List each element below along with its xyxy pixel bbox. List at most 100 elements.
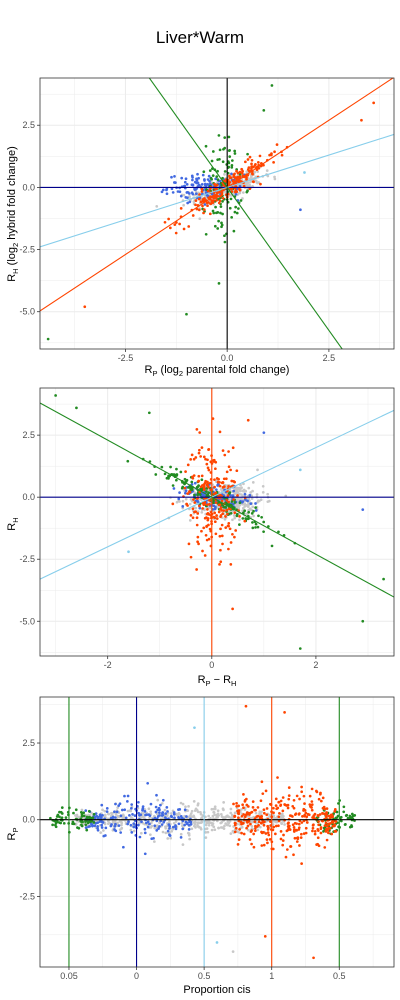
y-tick-label: 2.5 (22, 120, 35, 130)
cis-point (262, 823, 266, 827)
trans-point (157, 806, 161, 810)
cis-point (279, 830, 283, 833)
cis-point (214, 184, 217, 188)
trans-point (170, 187, 174, 191)
opposing-point (169, 465, 172, 469)
conserved-point (180, 821, 184, 825)
conserved-point (207, 814, 211, 818)
cis-point (213, 516, 217, 520)
opposing-point (262, 520, 266, 524)
cis-point (294, 812, 298, 816)
opposing-point (221, 176, 224, 180)
cis-point (206, 503, 209, 507)
cis-point (286, 806, 290, 810)
trans-point (184, 177, 188, 181)
cis-point (297, 822, 301, 826)
cis-point (218, 503, 222, 507)
cis-point (208, 527, 212, 531)
opposing-point (49, 816, 52, 820)
opposing-point (238, 172, 242, 176)
opposing-point (262, 530, 265, 534)
cis-point (234, 821, 237, 825)
opposing-point (175, 478, 178, 482)
cis-point (232, 174, 236, 178)
cis-point (235, 802, 238, 805)
opposing-point (247, 510, 251, 514)
opposing-point (223, 170, 227, 173)
panel-background (40, 388, 394, 656)
cis-point (260, 780, 264, 784)
cis-point (253, 820, 257, 824)
opposing-point (350, 812, 354, 816)
cis-point (325, 807, 329, 810)
opposing-point (345, 813, 349, 817)
conserved-point (192, 200, 196, 204)
trans-point (126, 822, 130, 826)
cis-point (224, 515, 227, 518)
cis-point (238, 828, 241, 831)
conserved-point (120, 821, 124, 825)
cis-point (250, 165, 253, 168)
conserved-point (229, 807, 233, 811)
trans-point (152, 836, 155, 840)
x-tick-label: 0.0 (221, 353, 234, 363)
cis-point (264, 789, 268, 793)
trans-point (254, 502, 257, 505)
opposing-point (233, 149, 237, 153)
cis-point (263, 811, 266, 815)
cis-point (213, 485, 216, 489)
cis-point (197, 474, 201, 478)
opposing-point (193, 493, 196, 497)
trans-point (158, 814, 161, 817)
conserved-point (231, 829, 235, 833)
cis-point (272, 806, 275, 810)
cis-point (263, 934, 267, 938)
opposing-point (233, 210, 237, 214)
conserved-point (280, 822, 284, 826)
cis-point (213, 182, 216, 186)
cis-point (260, 815, 264, 818)
trans-point (159, 803, 162, 807)
conserved-point (161, 816, 165, 820)
conserved-point (232, 514, 236, 517)
cis-point (227, 465, 231, 469)
cis-point (237, 838, 241, 841)
cis-point (287, 786, 291, 789)
cis-point (250, 162, 253, 166)
opposing-point (233, 501, 237, 504)
cis-point (233, 535, 236, 539)
opposing-point (260, 515, 263, 519)
conserved-point (271, 820, 275, 823)
cis-point (300, 785, 303, 789)
cis-point (208, 481, 212, 485)
cis-point (198, 504, 201, 508)
conserved-point (222, 827, 226, 830)
panel3-y-axis-title: RP (6, 828, 20, 841)
cis-point (220, 509, 223, 512)
conserved-point (179, 801, 183, 805)
trans-point (172, 812, 176, 816)
opposing-point (228, 155, 232, 159)
cis-point (189, 555, 193, 559)
opposing-point (223, 234, 226, 238)
cis-point (227, 524, 230, 528)
cis-point (202, 211, 205, 215)
cis-point (300, 790, 304, 794)
trans-point (143, 827, 147, 831)
cis-point (322, 805, 326, 809)
conserved-point (120, 826, 124, 830)
trans-point (100, 826, 104, 829)
trans-point (206, 183, 209, 186)
opposing-point (235, 512, 239, 516)
cis-point (261, 792, 265, 796)
cis-point (196, 535, 200, 539)
trans-point (231, 494, 235, 498)
conserved-point (204, 836, 208, 839)
panel-background (40, 697, 394, 967)
trans-point (183, 184, 187, 188)
cis-point (204, 479, 207, 483)
trans-point (160, 190, 164, 194)
conserved-point (236, 490, 240, 494)
conserved-point (199, 826, 202, 830)
trans-point (183, 823, 186, 827)
